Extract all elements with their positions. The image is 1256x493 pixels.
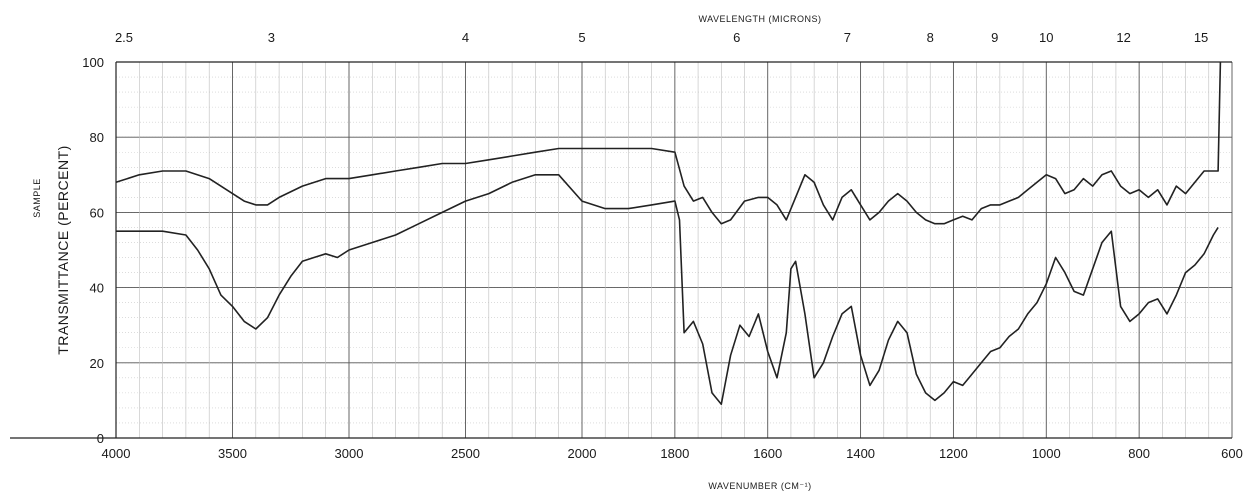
x-tick-label: 2000 xyxy=(568,446,597,461)
x-tick-label: 3000 xyxy=(335,446,364,461)
top-tick-label: 10 xyxy=(1039,30,1053,45)
sample-label: SAMPLE xyxy=(32,178,42,218)
x-tick-label: 600 xyxy=(1221,446,1243,461)
top-tick-label: 3 xyxy=(268,30,275,45)
x-tick-label: 4000 xyxy=(102,446,131,461)
x-tick-label: 1200 xyxy=(939,446,968,461)
top-tick-label: 7 xyxy=(844,30,851,45)
top-axis-label: WAVELENGTH (MICRONS) xyxy=(698,14,821,24)
spectrum-trace-1 xyxy=(115,61,1222,225)
x-tick-label: 1400 xyxy=(846,446,875,461)
x-axis-label: WAVENUMBER (CM⁻¹) xyxy=(708,481,811,491)
y-tick-label: 20 xyxy=(90,356,104,371)
y-tick-label: 60 xyxy=(90,205,104,220)
x-tick-label: 1800 xyxy=(660,446,689,461)
x-tick-label: 1600 xyxy=(753,446,782,461)
x-tick-label: 1000 xyxy=(1032,446,1061,461)
y-tick-label: 40 xyxy=(90,281,104,296)
x-tick-label: 3500 xyxy=(218,446,247,461)
spectrum-trace-2 xyxy=(116,174,1219,406)
x-tick-label: 800 xyxy=(1128,446,1150,461)
x-tick-label: 2500 xyxy=(451,446,480,461)
top-tick-label: 12 xyxy=(1116,30,1130,45)
y-axis-label: TRANSMITTANCE (PERCENT) xyxy=(55,145,71,355)
top-tick-label: 8 xyxy=(927,30,934,45)
y-tick-label: 100 xyxy=(82,55,104,70)
y-tick-label: 80 xyxy=(90,130,104,145)
top-tick-label: 6 xyxy=(733,30,740,45)
chart-axes xyxy=(10,61,1232,439)
top-tick-label: 5 xyxy=(578,30,585,45)
y-tick-label: 0 xyxy=(97,431,104,446)
top-tick-label: 15 xyxy=(1194,30,1208,45)
top-tick-label: 9 xyxy=(991,30,998,45)
chart-series xyxy=(115,61,1222,406)
top-tick-label: 2.5 xyxy=(115,30,133,45)
chart-tick-labels: 0 20 40 60 80 100 4000 3500 3000 2500 2000 1800 1600… xyxy=(82,30,1243,461)
top-tick-label: 4 xyxy=(462,30,469,45)
chart-grid xyxy=(115,61,1233,439)
